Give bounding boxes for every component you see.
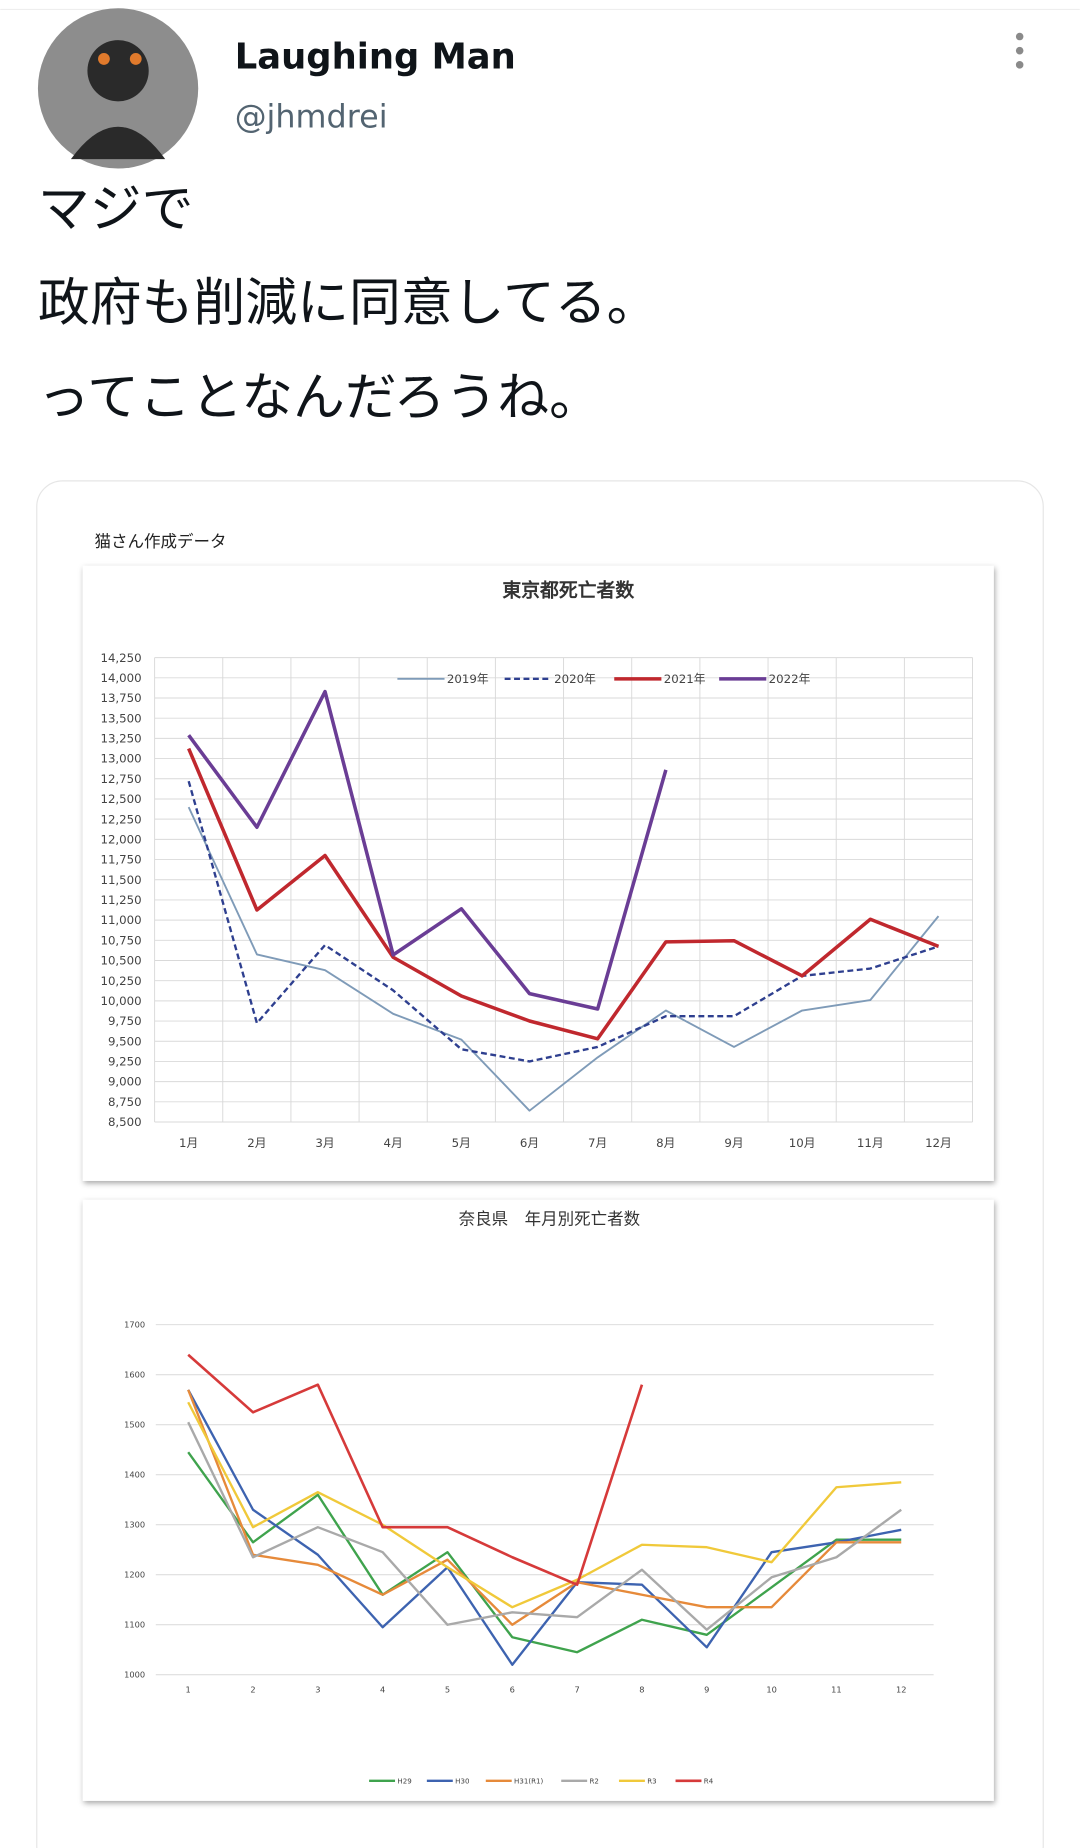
y-tick-label: 8,500 [108,1115,142,1129]
chart-title: 東京都死亡者数 [502,578,634,601]
y-tick-label: 1000 [124,1670,145,1680]
user-name[interactable]: Laughing Man [235,36,516,77]
tweet-text: ってことなんだろうね。 [38,368,601,428]
legend-label: 2022年 [769,672,811,686]
x-tick-label: 6月 [520,1136,539,1150]
x-tick-label: 7月 [588,1136,607,1150]
y-tick-label: 12,250 [100,812,141,826]
x-tick-label: 3 [315,1684,320,1694]
legend-label: H29 [397,1776,411,1785]
avatar-eye [98,53,110,65]
x-tick-label: 5月 [452,1136,471,1150]
y-tick-label: 12,000 [100,832,141,846]
avatar-eye [129,53,142,65]
series-line [187,1401,902,1609]
x-tick-label: 1月 [179,1136,198,1150]
y-tick-label: 11,000 [100,913,141,927]
y-tick-label: 11,250 [100,893,141,907]
x-tick-label: 10月 [789,1136,816,1150]
x-tick-label: 10 [766,1684,777,1694]
chart-title: 奈良県 年月別死亡者数 [459,1210,641,1229]
legend-label: 2020年 [554,672,596,686]
legend-label: R3 [647,1776,656,1785]
y-tick-label: 12,750 [100,772,141,786]
x-tick-label: 4 [380,1684,385,1694]
y-tick-label: 14,250 [100,651,141,665]
x-tick-label: 9月 [724,1136,743,1150]
y-tick-label: 10,250 [100,974,141,988]
y-tick-label: 9,000 [108,1075,142,1089]
y-tick-label: 1700 [124,1320,145,1330]
series-line [187,780,939,1063]
y-tick-label: 10,000 [100,994,141,1008]
y-tick-label: 10,500 [100,954,141,968]
y-tick-label: 8,750 [108,1095,142,1109]
legend-label: 2019年 [447,672,489,686]
tweet-text: 政府も削減に同意してる。 [38,274,659,334]
x-tick-label: 2月 [247,1136,266,1150]
chart-panel [82,565,994,1181]
y-tick-label: 9,250 [108,1055,142,1069]
avatar-figure [70,126,166,160]
x-tick-label: 11 [831,1684,842,1694]
series-line [187,1421,902,1631]
x-tick-label: 11月 [857,1136,884,1150]
legend-label: H31(R1) [514,1776,543,1785]
x-tick-label: 6 [510,1684,515,1694]
y-tick-label: 11,750 [100,853,141,867]
legend-label: R4 [704,1776,714,1785]
series-line [187,1451,902,1654]
y-tick-label: 13,750 [100,691,141,705]
y-tick-label: 1500 [124,1420,145,1430]
x-tick-label: 8 [639,1684,644,1694]
y-tick-label: 11,500 [100,873,141,887]
y-tick-label: 13,250 [100,732,141,746]
image-caption: 猫さん作成データ [95,531,227,551]
series-line [187,747,940,1041]
y-tick-label: 1300 [124,1520,145,1530]
x-tick-label: 9 [704,1684,709,1694]
y-tick-label: 1100 [124,1620,145,1630]
series-line [187,806,940,1112]
x-tick-label: 5 [445,1684,450,1694]
y-tick-label: 12,500 [100,792,141,806]
x-tick-label: 12 [896,1684,907,1694]
y-tick-label: 13,500 [100,711,141,725]
y-tick-label: 9,750 [108,1014,142,1028]
x-tick-label: 12月 [925,1136,952,1150]
x-tick-label: 3月 [315,1136,334,1150]
x-tick-label: 4月 [384,1136,403,1150]
more-menu[interactable] [1015,32,1024,69]
x-tick-label: 2 [250,1684,255,1694]
x-tick-label: 8月 [656,1136,675,1150]
legend-label: 2021年 [664,672,706,686]
y-tick-label: 10,750 [100,933,141,947]
y-tick-label: 1600 [124,1370,145,1380]
series-line [187,1389,902,1626]
y-tick-label: 1200 [124,1570,145,1580]
y-tick-label: 9,500 [108,1034,142,1048]
tweet-text: マジで [38,179,194,239]
user-handle[interactable]: @jhmdrei [235,97,388,135]
chart-panel [82,1199,994,1801]
x-tick-label: 1 [186,1684,191,1694]
series-line [187,689,668,1011]
y-tick-label: 14,000 [100,671,141,685]
series-line [187,1353,644,1587]
legend-label: H30 [455,1776,470,1785]
avatar-figure [87,40,149,102]
y-tick-label: 13,000 [100,752,141,766]
y-tick-label: 1400 [124,1470,145,1480]
x-tick-label: 7 [575,1684,580,1694]
legend-label: R2 [589,1776,598,1785]
